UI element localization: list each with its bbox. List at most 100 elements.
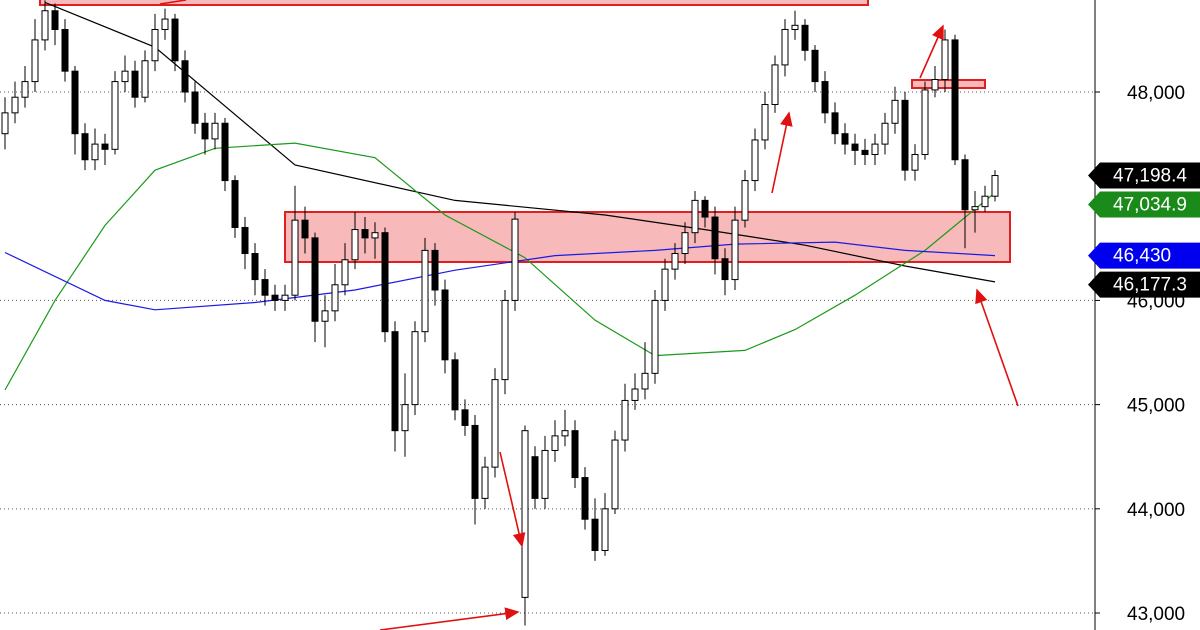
candle-body <box>101 143 109 150</box>
candle-body <box>761 104 769 141</box>
candle-body <box>381 232 389 333</box>
candle-body <box>701 199 709 218</box>
candle-body <box>321 310 329 322</box>
candle-body <box>261 279 269 296</box>
candle-body <box>181 60 189 93</box>
candle-body <box>331 284 339 312</box>
arrow <box>499 451 526 548</box>
arrow <box>975 288 1019 407</box>
candle-body <box>981 195 989 208</box>
candle-body <box>211 122 219 140</box>
top-zone <box>911 79 986 89</box>
candle-body <box>361 229 369 239</box>
grid <box>0 91 1095 614</box>
candles <box>1 0 999 626</box>
candle-body <box>931 79 939 91</box>
candle-body <box>51 10 59 30</box>
candle-body <box>391 331 399 432</box>
candle-body <box>271 294 279 301</box>
candle-body <box>651 299 659 374</box>
candle-body <box>541 449 549 499</box>
price-tags: 47,198.4 47,034.9 46,430 46,177.3 <box>1088 162 1200 298</box>
candle-body <box>901 99 909 171</box>
candle-body <box>731 219 739 281</box>
candle-body <box>621 399 629 441</box>
candle-body <box>141 60 149 98</box>
candle-body <box>231 180 239 228</box>
price-tag-label: 47,034.9 <box>1113 195 1187 216</box>
price-tag <box>1088 162 1200 189</box>
candle-body <box>821 81 829 114</box>
candle-body <box>521 430 529 598</box>
candle-body <box>91 143 99 161</box>
price-tag-label: 46,430 <box>1113 246 1171 267</box>
candle-body <box>111 81 119 150</box>
candle-body <box>31 39 39 83</box>
price-tag-label: 46,177.3 <box>1113 275 1187 296</box>
candle-body <box>441 289 449 361</box>
candle-body <box>531 456 539 499</box>
candle-body <box>41 10 49 41</box>
candle-body <box>201 122 209 140</box>
candle-body <box>841 133 849 145</box>
moving-average-line <box>4 142 996 391</box>
arrow <box>919 24 944 79</box>
candle-body <box>711 216 719 260</box>
candle-body <box>241 226 249 255</box>
resistance-zone <box>39 0 869 6</box>
candle-body <box>471 424 479 499</box>
moving-average-line <box>4 241 996 311</box>
candle-body <box>751 139 759 182</box>
candle-body <box>871 143 879 156</box>
candle-body <box>21 81 29 98</box>
candle-body <box>861 149 869 156</box>
candle-body <box>301 219 309 239</box>
candle-body <box>151 28 159 62</box>
candle-body <box>511 218 519 301</box>
candle-body <box>791 24 799 30</box>
price-tag <box>1088 271 1200 298</box>
candle-body <box>221 122 229 182</box>
candle-body <box>961 159 969 211</box>
candle-body <box>191 91 199 124</box>
candle-body <box>81 133 89 161</box>
candle-body <box>491 379 499 468</box>
candle-body <box>11 96 19 114</box>
candle-body <box>591 518 599 551</box>
price-tag <box>1088 191 1200 218</box>
candle-body <box>281 294 289 301</box>
candle-body <box>61 28 69 72</box>
candle-body <box>561 430 569 437</box>
arrows <box>159 0 1019 630</box>
candle-body <box>461 409 469 426</box>
candle-body <box>371 232 379 239</box>
candle-body <box>611 439 619 510</box>
candle-body <box>431 249 439 291</box>
candle-body <box>911 154 919 171</box>
candle-body <box>851 143 859 151</box>
candle-body <box>771 64 779 106</box>
price-tag-label: 47,198.4 <box>1113 166 1187 187</box>
candle-body <box>121 70 129 83</box>
candle-body <box>601 508 609 551</box>
candle-body <box>941 39 949 81</box>
candle-body <box>721 258 729 281</box>
candle-body <box>641 372 649 390</box>
candle-body <box>131 70 139 98</box>
candle-body <box>811 49 819 83</box>
candle-body <box>161 18 169 30</box>
support-zone <box>284 211 1011 263</box>
candle-body <box>71 70 79 135</box>
moving-average-line <box>44 1 996 283</box>
y-tick-label: 44,000 <box>1127 500 1185 521</box>
arrow <box>379 607 520 630</box>
candle-body <box>171 18 179 62</box>
candle-body <box>1 112 9 135</box>
candle-body <box>251 253 259 281</box>
price-tag <box>1088 242 1200 269</box>
candle-body <box>921 89 929 156</box>
y-tick-label: 43,000 <box>1127 604 1185 625</box>
candle-body <box>481 466 489 499</box>
